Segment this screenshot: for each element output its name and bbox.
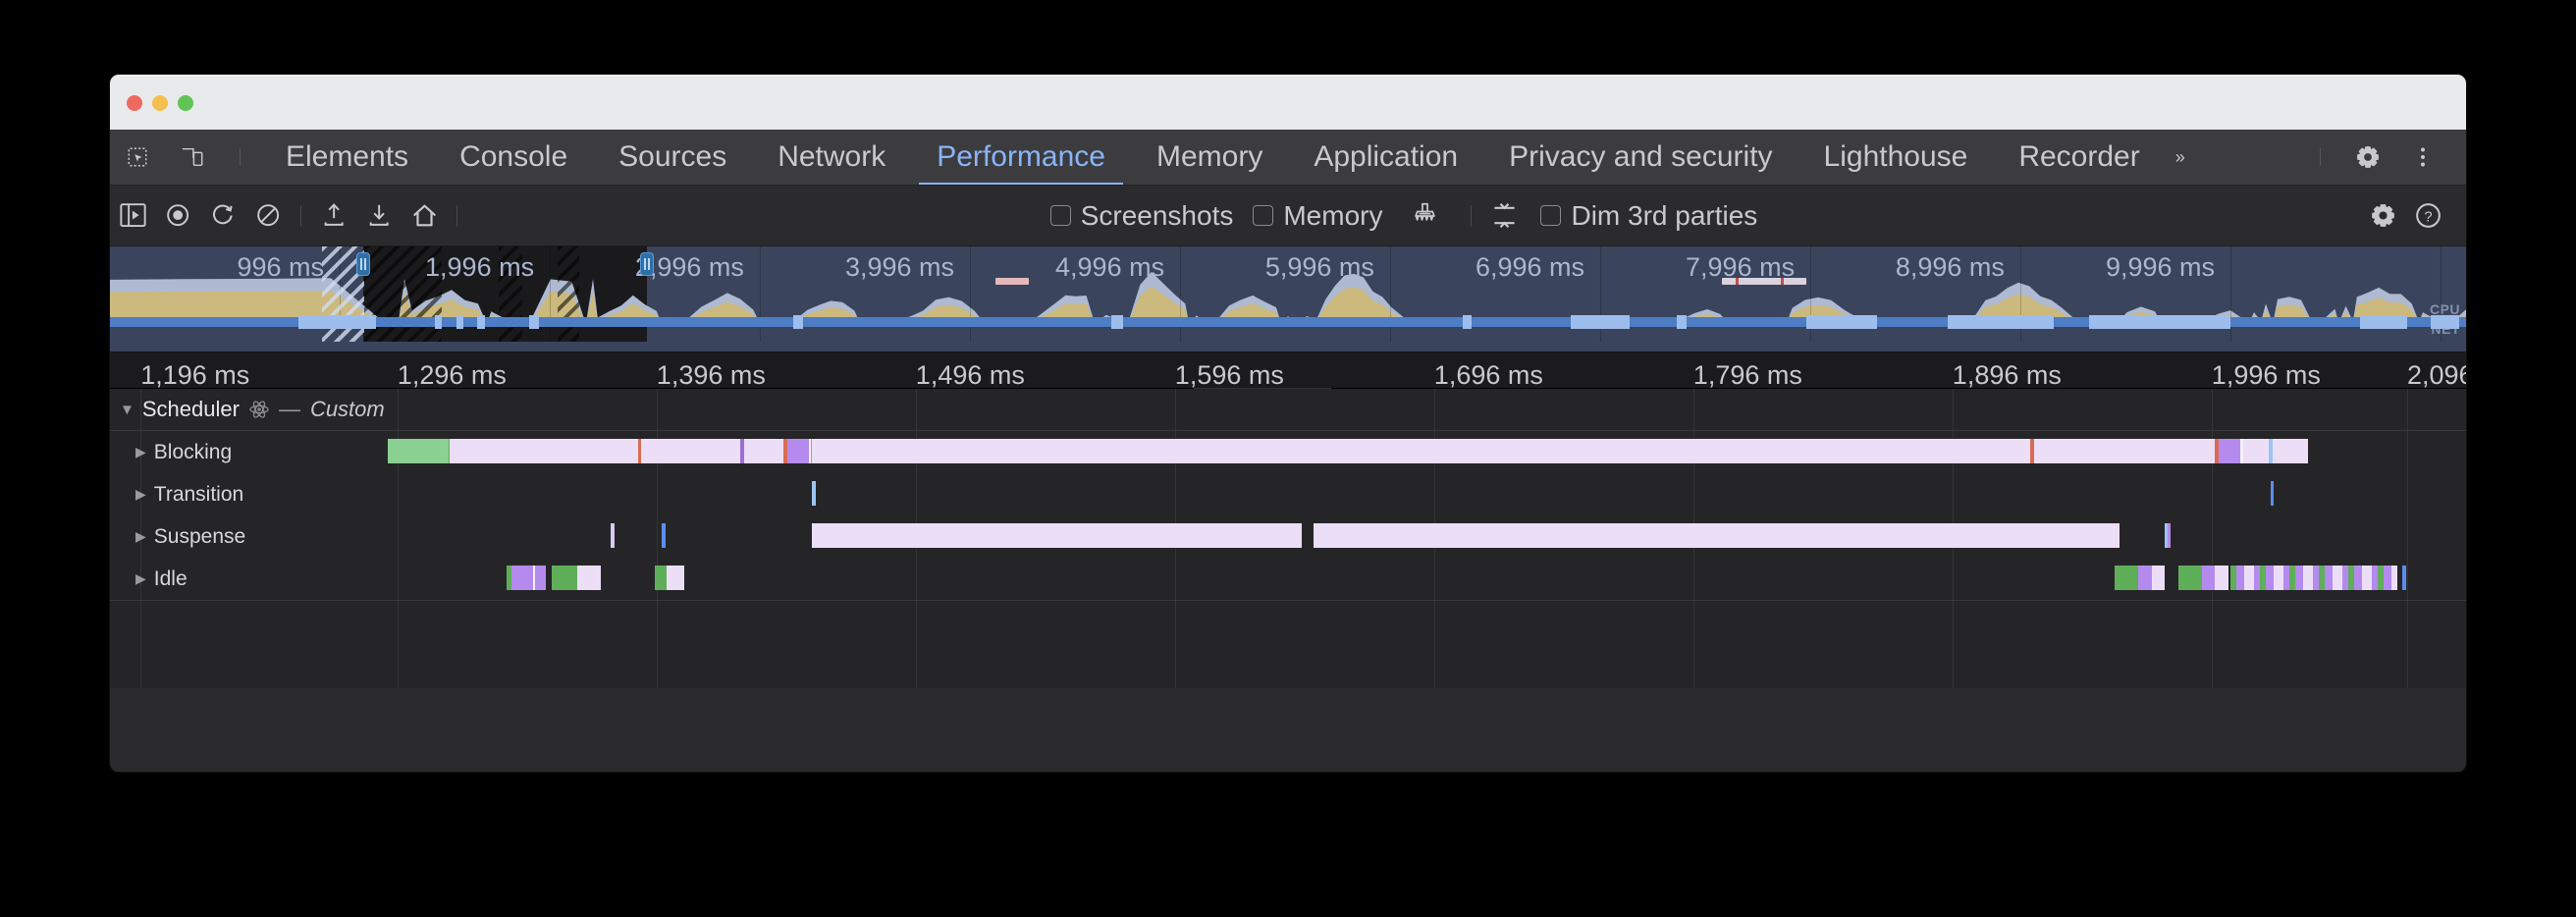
svg-text:?: ?	[2424, 210, 2432, 226]
